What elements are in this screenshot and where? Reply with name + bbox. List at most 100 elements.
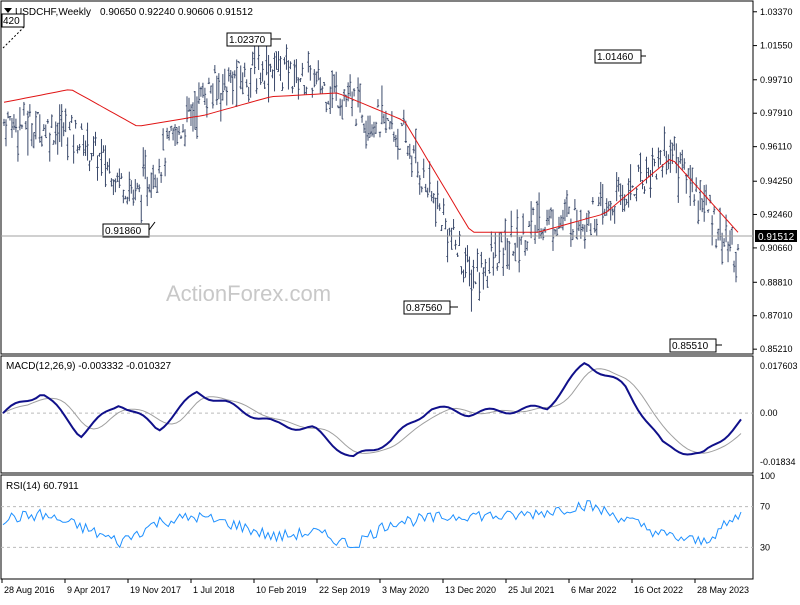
price-bar (508, 240, 511, 270)
price-bar (313, 69, 316, 88)
price-bar (269, 63, 272, 72)
rsi-axis-label: 30 (760, 542, 770, 552)
annotation-text: 420 (3, 16, 20, 27)
price-axis: 1.03370 1.01550 0.99710 0.97910 0.96110 0.942… (753, 7, 793, 354)
price-bar (14, 118, 18, 133)
price-bar (699, 180, 702, 211)
price-bar (325, 101, 328, 113)
price-bar (289, 61, 292, 70)
time-axis-label: 9 Apr 2017 (67, 585, 111, 595)
price-bar (259, 72, 262, 85)
symbol-label: USDCHF,Weekly (15, 7, 91, 18)
price-bar (372, 121, 376, 138)
price-bar (257, 43, 260, 70)
price-bar (442, 198, 445, 216)
price-bar (275, 51, 278, 70)
price-bar (36, 111, 40, 115)
time-axis-label: 28 May 2023 (697, 585, 749, 595)
price-bar (655, 173, 658, 180)
price-bar (92, 136, 95, 157)
price-bar (704, 184, 708, 206)
annotation-text: 0.85510 (672, 341, 709, 352)
price-bar (426, 187, 429, 198)
price-bar (494, 232, 497, 258)
current-price-label: 0.91512 (758, 232, 795, 243)
price-bar (187, 97, 191, 112)
price-bar (406, 145, 409, 156)
rsi-line (2, 500, 742, 549)
price-bar (110, 178, 113, 187)
price-bar (297, 77, 300, 100)
price-bar (506, 238, 509, 269)
ohlc-label: 0.90650 0.92240 0.90606 0.91512 (100, 7, 253, 18)
price-bar (267, 54, 270, 103)
rsi-panel-frame (0, 474, 754, 580)
moving-average-line (3, 89, 739, 233)
price-axis-label: 0.90660 (760, 243, 793, 253)
price-bar (245, 79, 248, 88)
price-bar (80, 123, 83, 130)
annotation-0.87560: 0.87560 (403, 300, 458, 315)
price-bar (545, 209, 549, 226)
price-bar (279, 56, 282, 81)
price-bar (307, 51, 310, 73)
price-bar (32, 132, 36, 149)
price-bar (527, 220, 531, 227)
price-bar (311, 87, 314, 98)
price-bar (72, 134, 75, 164)
price-bar (88, 160, 91, 172)
price-bar (26, 110, 30, 156)
annotation-1.01460: 1.01460 (594, 49, 646, 64)
price-bar (16, 130, 20, 162)
price-bar (679, 152, 682, 164)
price-bar (356, 77, 360, 108)
price-bar (402, 109, 406, 125)
price-bar (287, 60, 290, 90)
price-bar (468, 256, 471, 287)
rsi-axis-label: 100 (760, 471, 775, 481)
macd-lines (2, 362, 742, 458)
price-bar (454, 239, 457, 250)
price-bar (561, 209, 565, 231)
price-bar (193, 91, 197, 130)
price-bar (460, 266, 463, 275)
price-bar (24, 120, 28, 130)
price-bar (478, 272, 481, 301)
price-bar (547, 209, 551, 225)
price-bar (535, 200, 539, 233)
price-bar (500, 231, 503, 243)
price-bar (693, 194, 696, 206)
price-bar (464, 247, 467, 278)
price-bar (64, 108, 67, 133)
price-bar (60, 104, 63, 147)
price-bar (734, 251, 738, 283)
price-bar (148, 184, 151, 193)
price-bar (18, 107, 22, 131)
price-bar (368, 115, 372, 138)
rsi-label: RSI(14) 60.7911 (6, 481, 79, 492)
dropdown-triangle-icon[interactable] (4, 8, 12, 13)
price-bar (422, 158, 425, 179)
price-bar (440, 225, 443, 232)
price-bar (171, 127, 175, 141)
price-bar (504, 218, 507, 251)
price-bar (458, 230, 461, 247)
price-bar (362, 123, 366, 133)
price-bar (301, 62, 304, 77)
macd-signal-line (2, 368, 742, 454)
price-bar (161, 128, 165, 151)
price-bar (94, 131, 97, 146)
annotation-0.91860: 0.91860 (102, 221, 156, 238)
price-bar (472, 259, 475, 289)
price-bar (157, 158, 161, 174)
price-bar (217, 73, 221, 100)
price-bar (476, 248, 479, 272)
price-axis-label: 0.85210 (760, 344, 793, 354)
price-bar (54, 121, 57, 145)
price-bar (273, 52, 276, 92)
annotation-420: 420 (1, 13, 25, 49)
price-bar (346, 82, 350, 102)
price-bar (207, 77, 211, 85)
macd-axis-label: -0.01834 (760, 457, 796, 467)
price-bar (689, 165, 692, 206)
